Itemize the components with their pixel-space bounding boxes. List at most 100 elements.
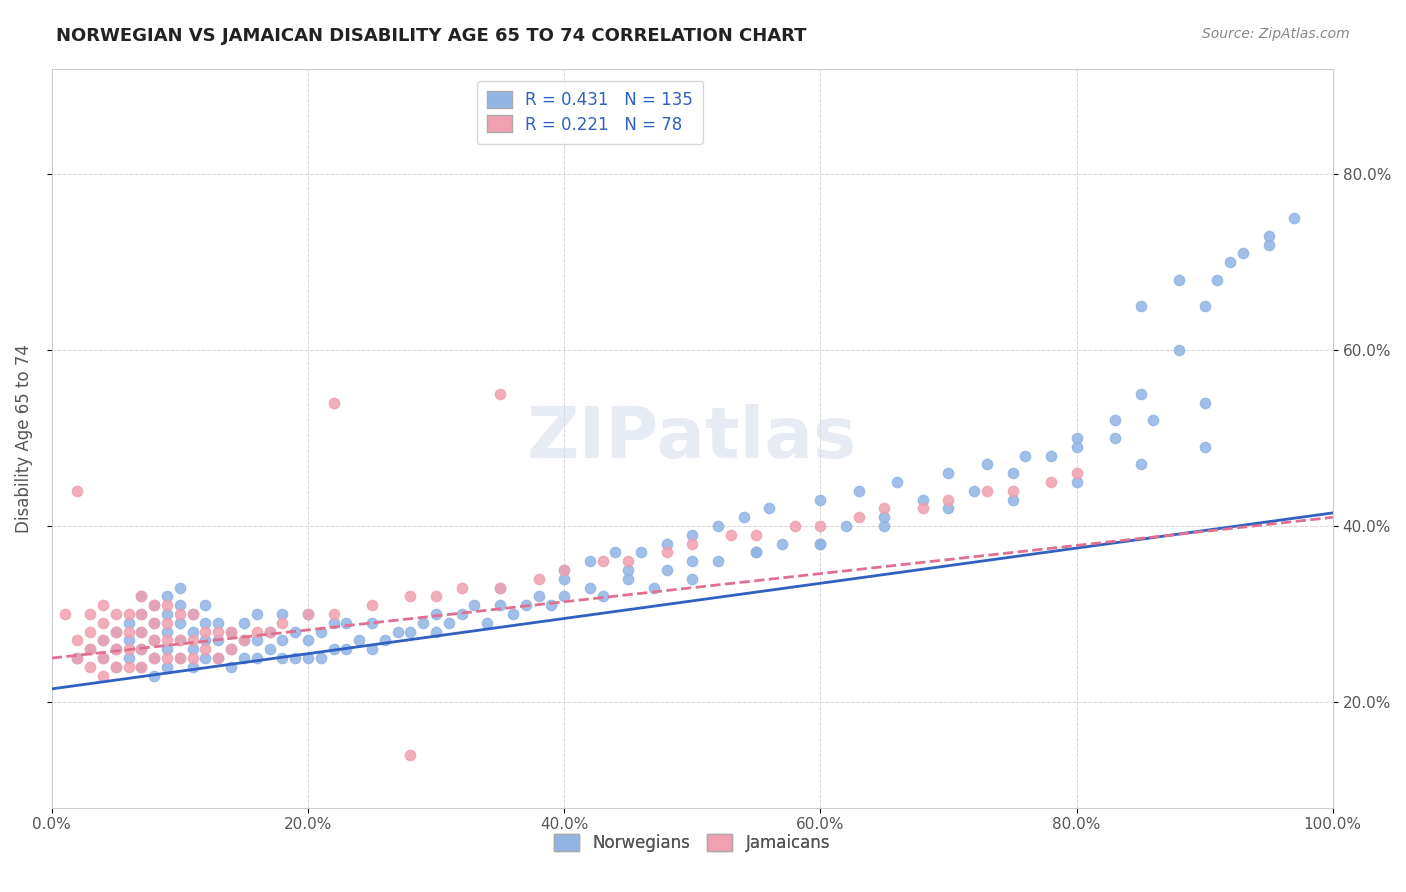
Point: [259, 642, 281, 657]
Point: [91, 668, 114, 682]
Point: [117, 633, 139, 648]
Point: [169, 607, 191, 621]
Point: [655, 545, 678, 559]
Point: [412, 615, 434, 630]
Point: [617, 563, 640, 577]
Point: [1129, 458, 1152, 472]
Point: [219, 624, 242, 639]
Point: [259, 624, 281, 639]
Point: [117, 642, 139, 657]
Point: [425, 624, 447, 639]
Point: [873, 510, 896, 524]
Point: [91, 633, 114, 648]
Point: [720, 528, 742, 542]
Point: [808, 519, 831, 533]
Point: [681, 537, 703, 551]
Point: [246, 607, 269, 621]
Point: [1194, 440, 1216, 454]
Point: [104, 642, 127, 657]
Point: [219, 642, 242, 657]
Point: [707, 554, 730, 568]
Point: [886, 475, 908, 489]
Point: [425, 590, 447, 604]
Point: [91, 651, 114, 665]
Point: [745, 545, 768, 559]
Point: [79, 642, 101, 657]
Point: [271, 615, 294, 630]
Point: [733, 510, 755, 524]
Point: [156, 642, 179, 657]
Point: [143, 599, 166, 613]
Point: [219, 624, 242, 639]
Point: [938, 501, 960, 516]
Point: [143, 633, 166, 648]
Point: [1194, 299, 1216, 313]
Point: [91, 599, 114, 613]
Point: [232, 633, 254, 648]
Point: [156, 660, 179, 674]
Point: [271, 633, 294, 648]
Point: [284, 624, 307, 639]
Point: [361, 615, 384, 630]
Point: [104, 660, 127, 674]
Text: NORWEGIAN VS JAMAICAN DISABILITY AGE 65 TO 74 CORRELATION CHART: NORWEGIAN VS JAMAICAN DISABILITY AGE 65 …: [56, 27, 807, 45]
Point: [322, 642, 344, 657]
Point: [1014, 449, 1036, 463]
Point: [553, 572, 575, 586]
Point: [131, 590, 153, 604]
Point: [617, 554, 640, 568]
Point: [156, 599, 179, 613]
Point: [194, 633, 217, 648]
Point: [181, 660, 204, 674]
Point: [104, 660, 127, 674]
Point: [181, 607, 204, 621]
Text: Source: ZipAtlas.com: Source: ZipAtlas.com: [1202, 27, 1350, 41]
Point: [1168, 273, 1191, 287]
Point: [117, 660, 139, 674]
Point: [450, 607, 472, 621]
Point: [271, 607, 294, 621]
Point: [143, 599, 166, 613]
Point: [156, 651, 179, 665]
Point: [758, 501, 780, 516]
Point: [232, 615, 254, 630]
Point: [808, 537, 831, 551]
Point: [232, 633, 254, 648]
Point: [246, 624, 269, 639]
Point: [207, 615, 229, 630]
Point: [91, 615, 114, 630]
Point: [194, 651, 217, 665]
Point: [527, 572, 550, 586]
Point: [835, 519, 858, 533]
Point: [1039, 475, 1062, 489]
Point: [592, 554, 614, 568]
Point: [1129, 387, 1152, 401]
Point: [489, 599, 512, 613]
Point: [963, 483, 986, 498]
Point: [104, 624, 127, 639]
Point: [1066, 475, 1088, 489]
Point: [655, 563, 678, 577]
Point: [745, 528, 768, 542]
Point: [181, 624, 204, 639]
Point: [66, 633, 89, 648]
Point: [399, 624, 422, 639]
Point: [1104, 431, 1126, 445]
Point: [938, 492, 960, 507]
Point: [578, 581, 600, 595]
Point: [630, 545, 652, 559]
Point: [297, 607, 319, 621]
Point: [553, 590, 575, 604]
Point: [131, 660, 153, 674]
Point: [131, 642, 153, 657]
Point: [848, 483, 870, 498]
Point: [117, 651, 139, 665]
Point: [181, 642, 204, 657]
Point: [1129, 299, 1152, 313]
Point: [477, 615, 499, 630]
Point: [502, 607, 524, 621]
Point: [361, 642, 384, 657]
Point: [1066, 467, 1088, 481]
Point: [335, 615, 357, 630]
Point: [117, 615, 139, 630]
